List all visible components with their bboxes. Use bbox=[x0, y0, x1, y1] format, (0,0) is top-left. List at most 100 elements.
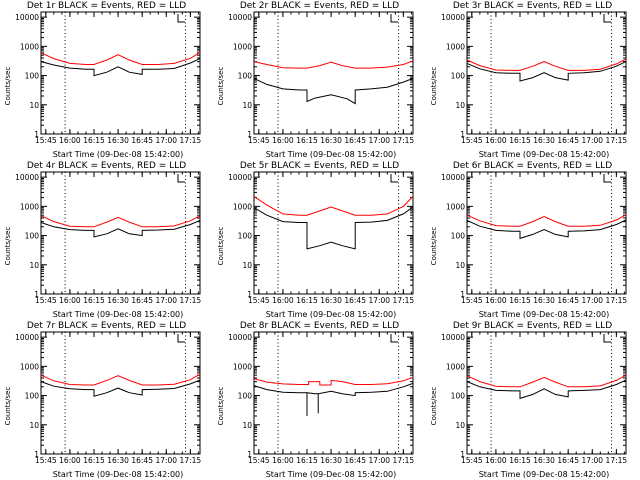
plot-svg: 1 10 100 1000 10000 15:45 16:00 16:15 16:30 16:45… bbox=[15, 11, 201, 145]
y-tick-label: 10000 bbox=[441, 333, 465, 342]
x-tick-label: 16:45 bbox=[131, 456, 153, 465]
plot-svg: 1 10 100 1000 10000 15:45 16:00 16:15 16:30 16:45… bbox=[228, 171, 415, 305]
legend-step-glyph bbox=[603, 334, 611, 343]
y-tick-label: 1 bbox=[34, 130, 39, 139]
x-tick-label: 16:00 bbox=[59, 456, 81, 465]
y-tick-label: 1 bbox=[460, 130, 465, 139]
x-tick-label: 16:45 bbox=[131, 296, 153, 305]
detector-panel: Det 6r BLACK = Events, RED = LLD Start Ti… bbox=[426, 160, 639, 320]
panel-title: Det 2r BLACK = Events, RED = LLD bbox=[239, 1, 400, 11]
y-tick-label: 100 bbox=[451, 392, 466, 401]
detector-panel: Det 8r BLACK = Events, RED = LLD Start Ti… bbox=[213, 320, 426, 480]
x-tick-label: 15:45 bbox=[35, 136, 57, 145]
x-tick-label: 16:15 bbox=[296, 296, 318, 305]
x-axis-label: Start Time (09-Dec-08 15:42:00) bbox=[265, 310, 397, 319]
detector-panel: Det 7r BLACK = Events, RED = LLD Start Ti… bbox=[0, 320, 213, 480]
plot-frame bbox=[466, 331, 627, 455]
x-tick-label: 16:00 bbox=[485, 136, 507, 145]
x-tick-label: 16:15 bbox=[83, 296, 105, 305]
panel-title: Det 9r BLACK = Events, RED = LLD bbox=[452, 321, 613, 331]
x-tick-label: 17:00 bbox=[368, 136, 390, 145]
x-tick-label: 16:30 bbox=[320, 136, 342, 145]
plot-svg: 1 10 100 1000 10000 15:45 16:00 16:15 16:30 16:45… bbox=[441, 171, 628, 305]
x-tick-label: 17:00 bbox=[581, 296, 603, 305]
x-tick-label: 15:45 bbox=[461, 296, 483, 305]
x-tick-label: 15:45 bbox=[35, 456, 57, 465]
plot-svg: 1 10 100 1000 10000 15:45 16:00 16:15 16:30 16:45… bbox=[15, 331, 202, 465]
y-tick-label: 10 bbox=[455, 421, 465, 430]
panel-title: Det 1r BLACK = Events, RED = LLD bbox=[26, 1, 187, 11]
y-tick-label: 10000 bbox=[441, 173, 465, 182]
y-tick-label: 1000 bbox=[233, 42, 252, 51]
plot-frame bbox=[253, 171, 414, 295]
x-tick-label: 16:30 bbox=[107, 296, 129, 305]
x-tick-label: 16:15 bbox=[509, 136, 531, 145]
y-tick-label: 10000 bbox=[228, 333, 252, 342]
events-series-line bbox=[253, 206, 414, 250]
plot-frame bbox=[40, 171, 201, 295]
legend-step-glyph bbox=[603, 174, 611, 183]
plot-frame bbox=[253, 331, 414, 455]
x-tick-label: 16:00 bbox=[485, 296, 507, 305]
legend-step-glyph bbox=[177, 334, 185, 343]
y-tick-label: 100 bbox=[238, 72, 253, 81]
panel-title: Det 6r BLACK = Events, RED = LLD bbox=[452, 161, 613, 171]
x-tick-label: 15:45 bbox=[248, 136, 270, 145]
x-tick-label: 16:00 bbox=[59, 136, 81, 145]
x-axis-label: Start Time (09-Dec-08 15:42:00) bbox=[478, 310, 610, 319]
x-tick-label: 16:00 bbox=[485, 456, 507, 465]
detector-panel: Det 3r BLACK = Events, RED = LLD Start Ti… bbox=[426, 0, 639, 160]
x-tick-label: 16:00 bbox=[272, 456, 294, 465]
x-tick-label: 17:00 bbox=[155, 296, 177, 305]
x-axis-label: Start Time (09-Dec-08 15:42:00) bbox=[52, 470, 184, 479]
x-tick-label: 16:30 bbox=[533, 456, 555, 465]
plot-svg: 1 10 100 1000 10000 15:45 16:00 16:15 16:30 16:45… bbox=[228, 11, 414, 145]
y-tick-label: 10 bbox=[29, 421, 39, 430]
x-axis-label: Start Time (09-Dec-08 15:42:00) bbox=[52, 310, 184, 319]
x-tick-label: 15:45 bbox=[248, 296, 270, 305]
x-tick-label: 16:30 bbox=[107, 456, 129, 465]
x-tick-label: 16:15 bbox=[509, 456, 531, 465]
panel-title: Det 8r BLACK = Events, RED = LLD bbox=[239, 321, 400, 331]
x-tick-label: 16:45 bbox=[557, 296, 579, 305]
events-series-line bbox=[40, 379, 201, 397]
legend-step-glyph bbox=[603, 14, 611, 23]
legend-step-glyph bbox=[390, 174, 398, 183]
lld-series-line bbox=[466, 374, 627, 388]
x-tick-label: 17:15 bbox=[393, 296, 415, 305]
x-tick-label: 16:00 bbox=[59, 296, 81, 305]
y-tick-label: 1000 bbox=[446, 362, 465, 371]
panel-title: Det 5r BLACK = Events, RED = LLD bbox=[239, 161, 400, 171]
panel-title: Det 3r BLACK = Events, RED = LLD bbox=[452, 1, 613, 11]
events-series-line bbox=[466, 379, 627, 400]
y-tick-label: 10000 bbox=[441, 13, 465, 22]
x-tick-label: 15:45 bbox=[248, 456, 270, 465]
y-tick-label: 100 bbox=[451, 72, 466, 81]
y-tick-label: 100 bbox=[238, 232, 253, 241]
y-tick-label: 100 bbox=[25, 392, 40, 401]
events-series-line bbox=[40, 58, 201, 77]
plot-frame bbox=[253, 11, 414, 135]
x-tick-label: 17:15 bbox=[180, 456, 202, 465]
x-tick-label: 16:30 bbox=[533, 136, 555, 145]
y-tick-label: 1000 bbox=[446, 42, 465, 51]
y-tick-label: 10 bbox=[29, 101, 39, 110]
y-tick-label: 1000 bbox=[20, 362, 39, 371]
x-tick-label: 17:00 bbox=[368, 456, 390, 465]
x-tick-label: 17:15 bbox=[606, 456, 628, 465]
lld-series-line bbox=[253, 60, 414, 69]
x-axis-label: Start Time (09-Dec-08 15:42:00) bbox=[265, 150, 397, 159]
x-tick-label: 17:15 bbox=[606, 296, 628, 305]
x-tick-label: 16:15 bbox=[296, 136, 318, 145]
x-tick-label: 17:15 bbox=[393, 456, 415, 465]
x-axis-label: Start Time (09-Dec-08 15:42:00) bbox=[478, 150, 610, 159]
y-tick-label: 10 bbox=[455, 261, 465, 270]
lld-series-line bbox=[466, 214, 627, 227]
x-tick-label: 16:15 bbox=[509, 296, 531, 305]
y-tick-label: 100 bbox=[25, 232, 40, 241]
plot-frame bbox=[466, 171, 627, 295]
x-tick-label: 16:30 bbox=[107, 136, 129, 145]
y-tick-label: 10000 bbox=[228, 173, 252, 182]
x-tick-label: 15:45 bbox=[461, 136, 483, 145]
x-tick-label: 17:15 bbox=[180, 296, 202, 305]
